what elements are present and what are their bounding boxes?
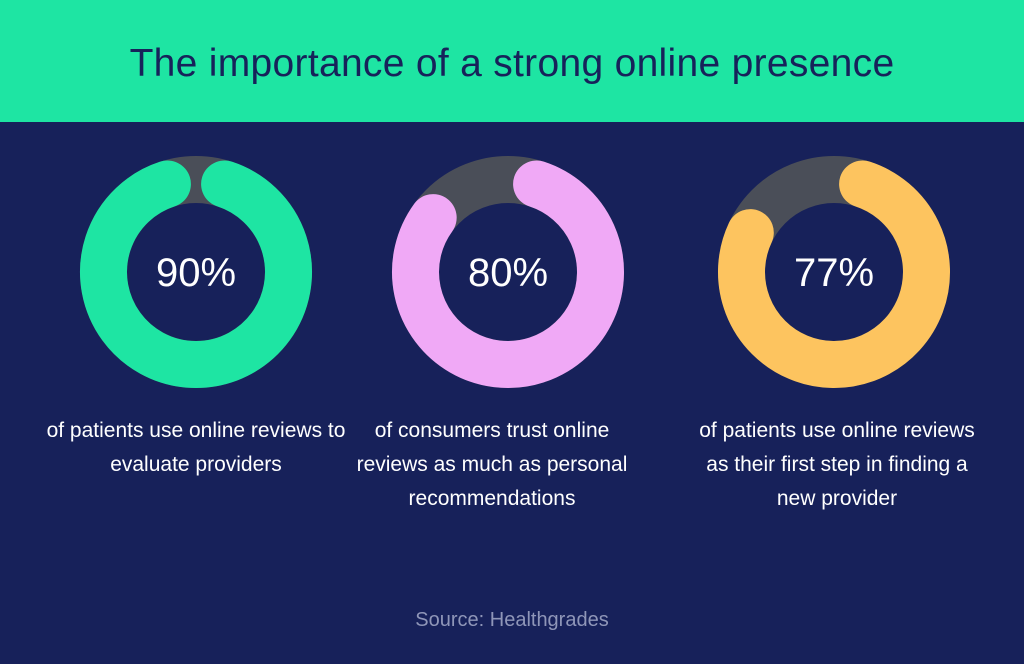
caption-1: of patients use online reviews to evalua… [46,419,346,476]
caption-2: of consumers trust online reviews as muc… [356,419,628,510]
donut-value-label: 90% [156,251,236,295]
source-note: Source: Healthgrades [415,609,609,631]
donut-value-label: 77% [794,251,874,295]
donut-arc-3 [718,160,950,388]
donut-arc-1 [80,160,312,388]
donut-arc-2 [392,160,624,388]
page-title: The importance of a strong online presen… [129,42,895,85]
header-banner [0,0,1024,122]
caption-3: of patients use online reviews as their … [699,419,975,510]
donut-value-label: 80% [468,251,548,295]
